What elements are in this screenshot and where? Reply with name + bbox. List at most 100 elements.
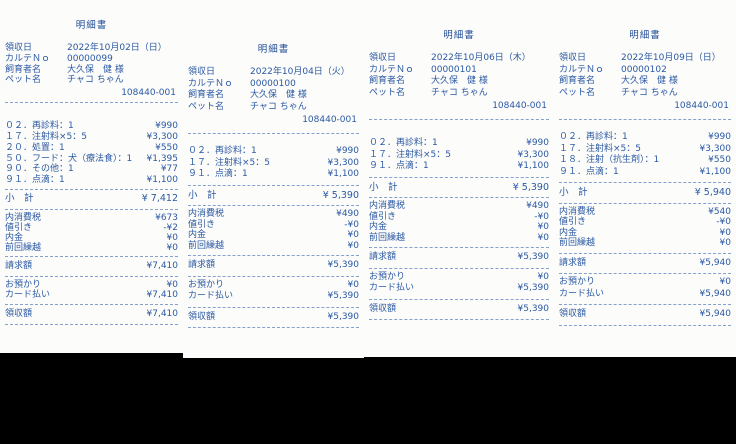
received-amount-row-amount: ¥5,390 xyxy=(327,311,360,322)
line-item-label: ９１．点滴：1 xyxy=(188,169,248,179)
payment-row-label: カード払い xyxy=(559,288,605,299)
billed-amount-row: 請求額 ¥5,390 xyxy=(369,252,549,264)
adjustment-row-amount: ¥673 xyxy=(155,212,178,223)
line-item: ２０．処置：1 ¥550 xyxy=(5,143,178,154)
adjustment-row-amount: ¥0 xyxy=(719,238,731,248)
adjustment-row: 値引き -¥0 xyxy=(369,212,549,223)
received-amount-row: 領収額 ¥5,940 xyxy=(559,309,731,321)
line-item-label: １７．注射料×5：5 xyxy=(5,131,87,142)
dashed-divider xyxy=(188,327,359,328)
receipt-title: 明細書 xyxy=(75,20,108,31)
line-item-label: ０２．再診料：1 xyxy=(559,132,628,142)
received-amount-row-label: 領収額 xyxy=(188,311,216,322)
payment-breakdown: お預かり ¥0 カード払い ¥5,940 xyxy=(559,277,731,300)
dashed-divider xyxy=(188,133,359,134)
adjustment-row: 値引き -¥2 xyxy=(5,223,178,233)
payment-row: お預かり ¥0 xyxy=(559,277,731,289)
adjustment-row: 内消費税 ¥490 xyxy=(369,201,549,212)
tax-breakdown: 内消費税 ¥490 値引き -¥0 内金 ¥0 前回繰越 ¥0 xyxy=(188,209,359,251)
receipt-date-value: 2022年10月02日（日） xyxy=(67,43,167,53)
adjustment-row-amount: ¥0 xyxy=(347,240,359,251)
line-item-amount: ¥1,100 xyxy=(146,175,179,186)
line-item: １８．注射（抗生剤）：1 ¥550 xyxy=(559,155,731,167)
dashed-divider xyxy=(5,102,178,104)
payment-row: お預かり ¥0 xyxy=(5,280,178,291)
payment-row-label: お預かり xyxy=(369,271,406,282)
dashed-divider xyxy=(559,324,731,326)
adjustment-row-label: 前回繰越 xyxy=(188,240,225,251)
billed-amount-row-amount: ¥5,390 xyxy=(327,260,360,270)
karte-no-value: 00000099 xyxy=(67,53,113,64)
receipt-date-row: 領収日 2022年10月06日（木） xyxy=(369,53,549,65)
dashed-divider xyxy=(559,252,731,254)
item-list: ０２．再診料：1 ¥990 １７．注射料×5：5 ¥3,300 ９１．点滴：1 ¥1,10… xyxy=(369,138,549,173)
line-item-amount: ¥3,300 xyxy=(146,131,179,142)
line-item-label: ９１．点滴：1 xyxy=(559,166,619,177)
adjustment-row: 内消費税 ¥490 xyxy=(188,209,359,220)
adjustment-row: 内消費税 ¥540 xyxy=(559,207,731,218)
dashed-divider xyxy=(369,119,549,120)
line-item: ５０．フード：犬（療法食）：1 ¥1,395 xyxy=(5,154,178,165)
owner-name-label: 飼育者名 xyxy=(369,76,406,86)
owner-name-label: 飼育者名 xyxy=(5,64,42,75)
adjustment-row-label: 前回繰越 xyxy=(5,242,42,253)
line-item: ９１．点滴：1 ¥1,100 xyxy=(369,161,549,173)
received-amount-row: 領収額 ¥5,390 xyxy=(188,312,359,324)
line-item-label: ５０．フード：犬（療法食）：1 xyxy=(5,153,133,164)
karte-no-row: カルテＮｏ 00000100 xyxy=(188,79,359,91)
receipt-3: 明細書 領収日 2022年10月06日（木） カルテＮｏ 00000101 飼育者名 大久保… xyxy=(364,0,554,357)
dashed-divider xyxy=(5,275,178,277)
line-item-label: ９０．その他：1 xyxy=(5,164,74,175)
adjustment-row-label: 値引き xyxy=(188,219,216,230)
line-item-label: ０２．再診料：1 xyxy=(5,121,74,132)
payment-breakdown: お預かり ¥0 カード払い ¥5,390 xyxy=(188,280,359,303)
payment-row: カード払い ¥7,410 xyxy=(5,290,178,301)
adjustment-row-amount: -¥0 xyxy=(344,219,359,230)
line-item-amount: ¥550 xyxy=(708,155,731,165)
receipt-title: 明細書 xyxy=(629,30,661,41)
adjustment-row: 前回繰越 ¥0 xyxy=(369,233,549,244)
adjustment-row: 内金 ¥0 xyxy=(5,233,178,243)
line-item-label: １７．注射料×5：5 xyxy=(188,157,270,168)
line-item-amount: ¥1,100 xyxy=(327,169,360,179)
subtotal-row-amount: ¥ 5,940 xyxy=(694,187,731,198)
pet-name-row: ペット名 チャコ ちゃん xyxy=(559,88,731,100)
slip-code: 108440-001 xyxy=(492,101,547,111)
owner-name-label: 飼育者名 xyxy=(559,76,596,86)
dashed-divider xyxy=(5,255,178,257)
payment-row-amount: ¥0 xyxy=(537,271,549,282)
dashed-divider xyxy=(188,255,359,256)
line-item-amount: ¥990 xyxy=(155,121,178,132)
dashed-divider xyxy=(559,182,731,183)
tax-breakdown: 内消費税 ¥540 値引き -¥0 内金 ¥0 前回繰越 ¥0 xyxy=(559,207,731,249)
adjustment-row-label: 内金 xyxy=(5,232,24,243)
adjustment-row-amount: ¥0 xyxy=(166,232,178,243)
adjustment-row: 前回繰越 ¥0 xyxy=(559,238,731,249)
adjustment-row-amount: ¥0 xyxy=(719,227,731,238)
receipt-2: 明細書 領収日 2022年10月04日（火） カルテＮｏ 00000100 飼育者名 大久保… xyxy=(183,0,364,358)
pet-name-value: チャコ ちゃん xyxy=(431,87,488,98)
adjustment-row-amount: -¥0 xyxy=(534,211,549,222)
payment-row-amount: ¥0 xyxy=(719,277,731,287)
line-item-label: １７．注射料×5：5 xyxy=(559,143,641,154)
billed-amount-row-amount: ¥5,940 xyxy=(699,257,732,268)
adjustment-row: 前回繰越 ¥0 xyxy=(188,241,359,252)
payment-row-label: カード払い xyxy=(188,291,234,301)
slip-code: 108440-001 xyxy=(302,115,357,125)
adjustment-row-label: 内金 xyxy=(559,227,578,238)
pet-name-row: ペット名 チャコ ちゃん xyxy=(188,102,359,114)
payment-row: カード払い ¥5,390 xyxy=(369,283,549,295)
adjustment-row-label: 内消費税 xyxy=(5,212,42,223)
pet-name-value: チャコ ちゃん xyxy=(67,75,124,86)
receipt-date-label: 領収日 xyxy=(559,53,587,63)
line-item-amount: ¥550 xyxy=(155,142,178,153)
adjustment-row: 前回繰越 ¥0 xyxy=(5,243,178,253)
adjustment-row-amount: ¥490 xyxy=(526,201,549,211)
line-item-amount: ¥990 xyxy=(708,132,731,142)
adjustment-row-amount: ¥0 xyxy=(166,242,178,253)
dashed-divider xyxy=(5,188,178,190)
receipt-date-row: 領収日 2022年10月02日（日） xyxy=(5,43,178,54)
subtotal-row-label: 小 計 xyxy=(369,181,398,193)
owner-name-value: 大久保 健 様 xyxy=(67,64,124,75)
adjustment-row-label: 内消費税 xyxy=(369,201,406,211)
